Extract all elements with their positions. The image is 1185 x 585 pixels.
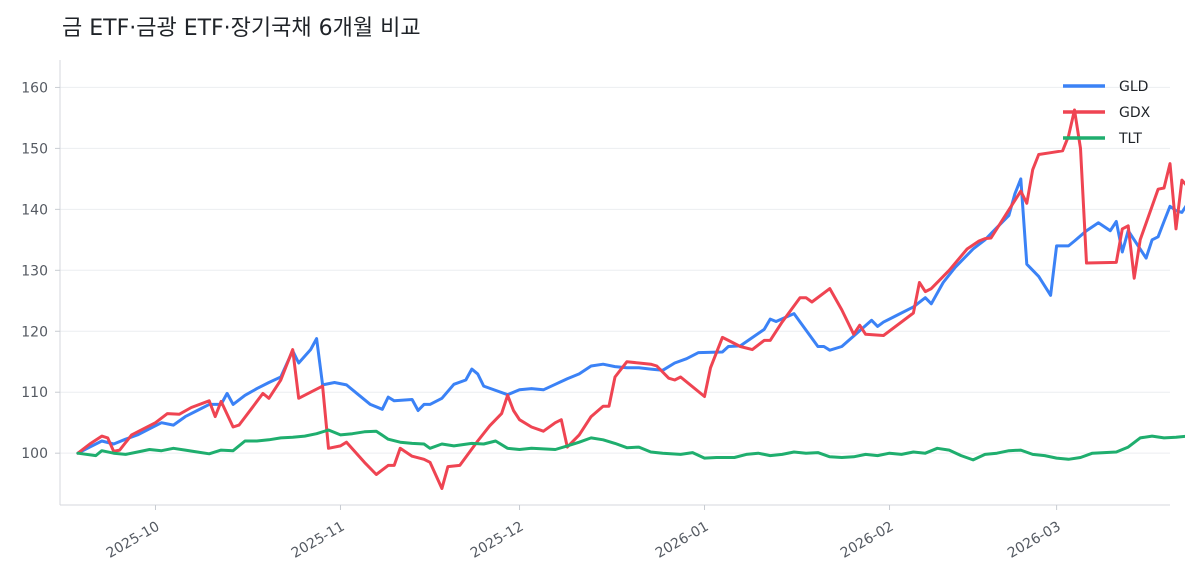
y-tick-label: 150 [21,141,48,157]
legend-label-tlt: TLT [1118,131,1142,147]
x-tick-label: 2025-12 [468,519,527,562]
x-tick-label: 2025-11 [289,519,348,562]
y-tick-label: 160 [21,80,48,96]
x-tick-label: 2025-10 [104,519,163,562]
y-tick-label: 100 [21,446,48,462]
y-tick-label: 130 [21,263,48,279]
legend: GLD GDX TLT [1063,79,1151,147]
y-tick-label: 140 [21,202,48,218]
axes [59,60,1170,506]
x-tick-label: 2026-01 [653,519,712,562]
series-line-gdx [76,108,1185,490]
legend-label-gdx: GDX [1119,105,1151,121]
y-tick-label: 110 [21,385,48,401]
series-lines [76,108,1185,490]
chart-title: 금 ETF·금광 ETF·장기국채 6개월 비교 [62,16,421,41]
series-line-tlt [76,428,1185,462]
legend-label-gld: GLD [1119,79,1148,95]
x-tick-label: 2026-03 [1005,519,1064,562]
x-tick-label: 2026-02 [838,519,897,562]
x-ticks: 2025-10 2025-11 2025-12 2026-01 2026-02 2026-… [104,505,1064,562]
y-ticks: 100 110 120 130 140 150 160 [21,80,60,462]
y-tick-label: 120 [21,324,48,340]
series-line-gld [76,177,1185,455]
grid-lines [60,86,1170,454]
